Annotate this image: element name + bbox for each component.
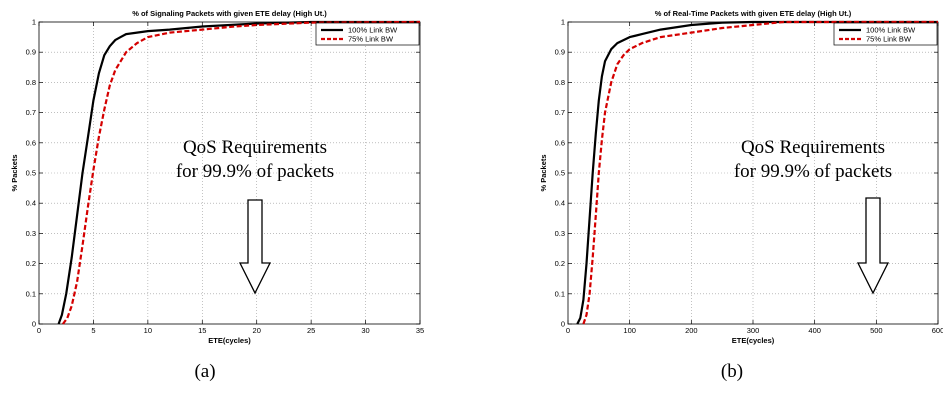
x-tick-label: 5 [91,326,95,335]
y-tick-label: 0.8 [555,78,565,87]
x-tick-label: 500 [870,326,883,335]
y-tick-label: 0.3 [26,229,36,238]
legend-label-2: 75% Link BW [866,35,912,44]
plot-frame [38,21,421,325]
y-tick-label: 1 [32,18,36,27]
series-line-2 [582,20,938,325]
y-tick-label: 0.4 [555,199,565,208]
x-tick-label: 600 [932,326,943,335]
series-line-1 [576,20,938,325]
y-tick-label: 1 [561,18,565,27]
y-tick-label: 0.7 [26,108,36,117]
x-tick-label: 0 [566,326,570,335]
y-tick-label: 0.1 [555,289,565,298]
y-tick-label: 0.2 [555,259,565,268]
y-tick-label: 0 [561,320,565,329]
y-tick-label: 0.6 [26,138,36,147]
legend-label-1: 100% Link BW [348,26,398,35]
y-tick-label: 0.3 [555,229,565,238]
chart-title: % of Real-Time Packets with given ETE de… [655,9,852,18]
qos-annotation-line-2: for 99.9% of packets [176,161,334,182]
series-line-2 [62,20,421,325]
x-tick-label: 10 [144,326,152,335]
y-tick-label: 0.9 [26,48,36,57]
x-tick-label: 25 [307,326,315,335]
y-axis-label: % Packets [539,154,548,191]
x-tick-label: 200 [685,326,698,335]
y-axis-label: % Packets [10,154,19,191]
series-line-1 [57,20,420,325]
qos-annotation-line-1: QoS Requirements [741,137,885,158]
x-tick-label: 400 [808,326,821,335]
x-tick-label: 35 [416,326,424,335]
y-tick-label: 0 [32,320,36,329]
x-tick-label: 20 [253,326,261,335]
x-tick-label: 300 [747,326,760,335]
y-tick-label: 0.8 [26,78,36,87]
y-tick-label: 0.7 [555,108,565,117]
chart-panel-1: 0 5 10 15 20 25 30 35 0 0.1 0.2 0.3 0.4 0.5 0.6 0.7 0.8 0… [10,9,424,382]
y-tick-label: 0.6 [555,138,565,147]
chart-title: % of Signaling Packets with given ETE de… [132,9,327,18]
y-tick-label: 0.2 [26,259,36,268]
chart-panel-2: 0 100 200 300 400 500 600 0 0.1 0.2 0.3 0.4 0.5 0.6 0.… [539,9,943,382]
y-tick-label: 0.1 [26,289,36,298]
qos-annotation-line-2: for 99.9% of packets [734,161,892,182]
figure-caption: (a) [194,361,215,382]
y-tick-label: 0.5 [26,169,36,178]
x-axis-label: ETE(cycles) [208,336,251,345]
x-tick-label: 30 [361,326,369,335]
figure-caption: (b) [721,361,743,382]
qos-annotation-line-1: QoS Requirements [183,137,327,158]
down-arrow-icon [856,197,890,295]
x-tick-label: 100 [623,326,636,335]
x-tick-label: 15 [198,326,206,335]
x-tick-label: 0 [37,326,41,335]
x-axis-label: ETE(cycles) [732,336,775,345]
legend-label-1: 100% Link BW [866,26,916,35]
down-arrow-icon [238,199,272,295]
y-tick-label: 0.5 [555,169,565,178]
y-tick-label: 0.9 [555,48,565,57]
y-tick-label: 0.4 [26,199,36,208]
legend-label-2: 75% Link BW [348,35,394,44]
